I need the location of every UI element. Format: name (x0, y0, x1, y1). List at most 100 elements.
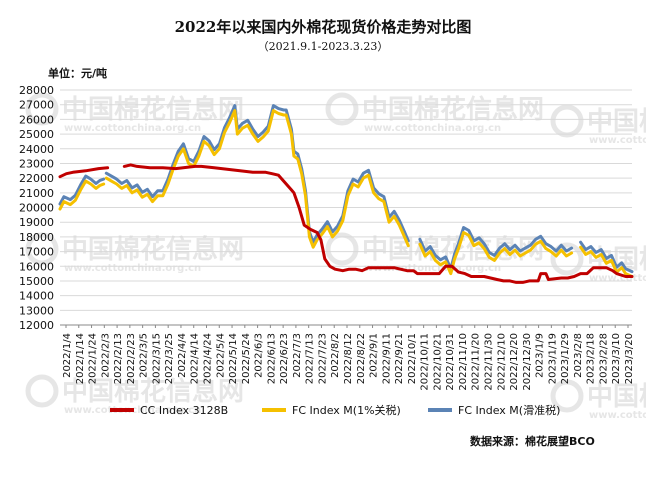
watermark-text: 中国棉花信息网 (362, 94, 544, 125)
watermark-logo (325, 232, 359, 266)
x-tick-label: 2022/3/5 (139, 333, 150, 378)
watermark-logo (325, 92, 359, 126)
series-line-2 (58, 104, 634, 274)
x-tick-label: 2022/2/13 (113, 333, 124, 384)
x-axis-ticks: 2022/1/4 2022/1/14 2022/1/24 2022/2/3 2022/2… (62, 325, 635, 391)
x-tick-label: 2022/10/11 (420, 333, 431, 391)
legend-label: FC Index M(1%关税) (292, 403, 401, 417)
x-tick-label: 2022/7/13 (305, 333, 316, 384)
unit-label: 单位：元/吨 (48, 66, 107, 80)
x-tick-label: 2023/3/10 (611, 333, 622, 384)
x-tick-label: 2022/1/14 (75, 333, 86, 384)
y-tick-label: 26000 (19, 113, 54, 126)
x-tick-label: 2022/1/24 (88, 333, 99, 384)
legend-label: CC Index 3128B (140, 404, 228, 417)
y-tick-label: 12000 (19, 319, 54, 332)
legend-label: FC Index M(滑准税) (458, 403, 560, 417)
x-tick-label: 2022/8/22 (356, 333, 367, 384)
y-tick-label: 23000 (19, 157, 54, 170)
x-tick-label: 2022/4/24 (203, 333, 214, 384)
series-lines (58, 104, 634, 284)
legend: CC Index 3128B FC Index M(1%关税) FC Index M… (110, 403, 560, 417)
x-tick-label: 2022/7/3 (292, 333, 303, 378)
watermark-text: 中国棉花信息网 (587, 381, 646, 412)
x-tick-label: 2022/11/10 (458, 333, 469, 391)
watermark-text: 中国棉花信息网 (62, 234, 244, 265)
x-tick-label: 2023/1/19 (547, 333, 558, 384)
watermark-text: 中国棉花信息网 (587, 106, 646, 137)
x-tick-label: 2022/10/21 (432, 333, 443, 391)
y-tick-label: 28000 (19, 84, 54, 97)
source-note: 数据来源：棉花展望BCO (470, 434, 595, 448)
watermark-logo (550, 379, 584, 413)
x-tick-label: 2022/3/25 (164, 333, 175, 384)
x-tick-label: 2022/5/24 (241, 333, 252, 384)
x-tick-label: 2022/11/20 (471, 333, 482, 391)
y-tick-label: 24000 (19, 143, 54, 156)
x-tick-label: 2022/12/30 (522, 333, 533, 391)
x-tick-label: 2022/6/3 (254, 333, 265, 378)
x-tick-label: 2023/1/29 (560, 333, 571, 384)
x-tick-label: 2022/5/4 (215, 333, 226, 378)
x-tick-label: 2022/12/20 (509, 333, 520, 391)
watermark-logo (550, 242, 584, 276)
x-tick-label: 2022/6/23 (279, 333, 290, 384)
watermark-logo (25, 92, 59, 126)
legend-item: FC Index M(1%关税) (262, 403, 401, 417)
y-tick-label: 15000 (19, 275, 54, 288)
x-tick-label: 2023/3/20 (624, 333, 635, 384)
x-tick-label: 2022/9/21 (394, 333, 405, 384)
x-tick-label: 2023/1/9 (535, 333, 546, 378)
x-tick-label: 2022/10/1 (407, 333, 418, 384)
x-tick-label: 2022/8/12 (343, 333, 354, 384)
y-tick-label: 13000 (19, 304, 54, 317)
x-tick-label: 2022/9/11 (381, 333, 392, 384)
watermark-logo (550, 104, 584, 138)
x-tick-label: 2022/4/4 (177, 333, 188, 378)
y-tick-label: 19000 (19, 216, 54, 229)
y-tick-label: 21000 (19, 187, 54, 200)
series-line-0 (58, 163, 634, 284)
x-tick-label: 2022/1/4 (62, 333, 73, 378)
y-tick-label: 16000 (19, 260, 54, 273)
x-tick-label: 2022/4/14 (190, 333, 201, 384)
watermark-url: www.cottonchina.org.cn (364, 123, 501, 134)
y-tick-label: 22000 (19, 172, 54, 185)
x-tick-label: 2023/2/18 (586, 333, 597, 384)
watermark-logo (25, 374, 59, 408)
y-tick-label: 20000 (19, 202, 54, 215)
x-tick-label: 2022/8/2 (330, 333, 341, 378)
watermark-text: 中国棉花信息网 (62, 94, 244, 125)
x-tick-label: 2022/6/13 (266, 333, 277, 384)
x-tick-label: 2022/2/3 (100, 333, 111, 378)
x-tick-label: 2022/11/30 (484, 333, 495, 391)
y-tick-label: 14000 (19, 290, 54, 303)
x-tick-label: 2023/2/8 (573, 333, 584, 378)
y-tick-label: 27000 (19, 99, 54, 112)
chart-subtitle: （2021.9.1-2023.3.23） (258, 40, 389, 53)
x-tick-label: 2022/10/31 (445, 333, 456, 391)
y-tick-label: 18000 (19, 231, 54, 244)
x-tick-label: 2022/7/23 (317, 333, 328, 384)
x-tick-label: 2022/2/23 (126, 333, 137, 384)
series-line-1 (58, 109, 634, 278)
watermark-text: 中国棉花信息网 (62, 376, 244, 407)
x-tick-label: 2022/12/10 (496, 333, 507, 391)
watermark-url: www.cottonchina.org.cn (589, 410, 646, 421)
watermark-url: www.cottonchina.org.cn (589, 273, 646, 284)
watermark-url: www.cottonchina.org.cn (589, 135, 646, 146)
x-tick-label: 2023/2/28 (598, 333, 609, 384)
watermark-logo (25, 232, 59, 266)
watermark-url: www.cottonchina.org.cn (64, 123, 201, 134)
y-tick-label: 25000 (19, 128, 54, 141)
x-tick-label: 2022/5/14 (228, 333, 239, 384)
legend-item: FC Index M(滑准税) (428, 403, 560, 417)
x-tick-label: 2022/3/15 (151, 333, 162, 384)
